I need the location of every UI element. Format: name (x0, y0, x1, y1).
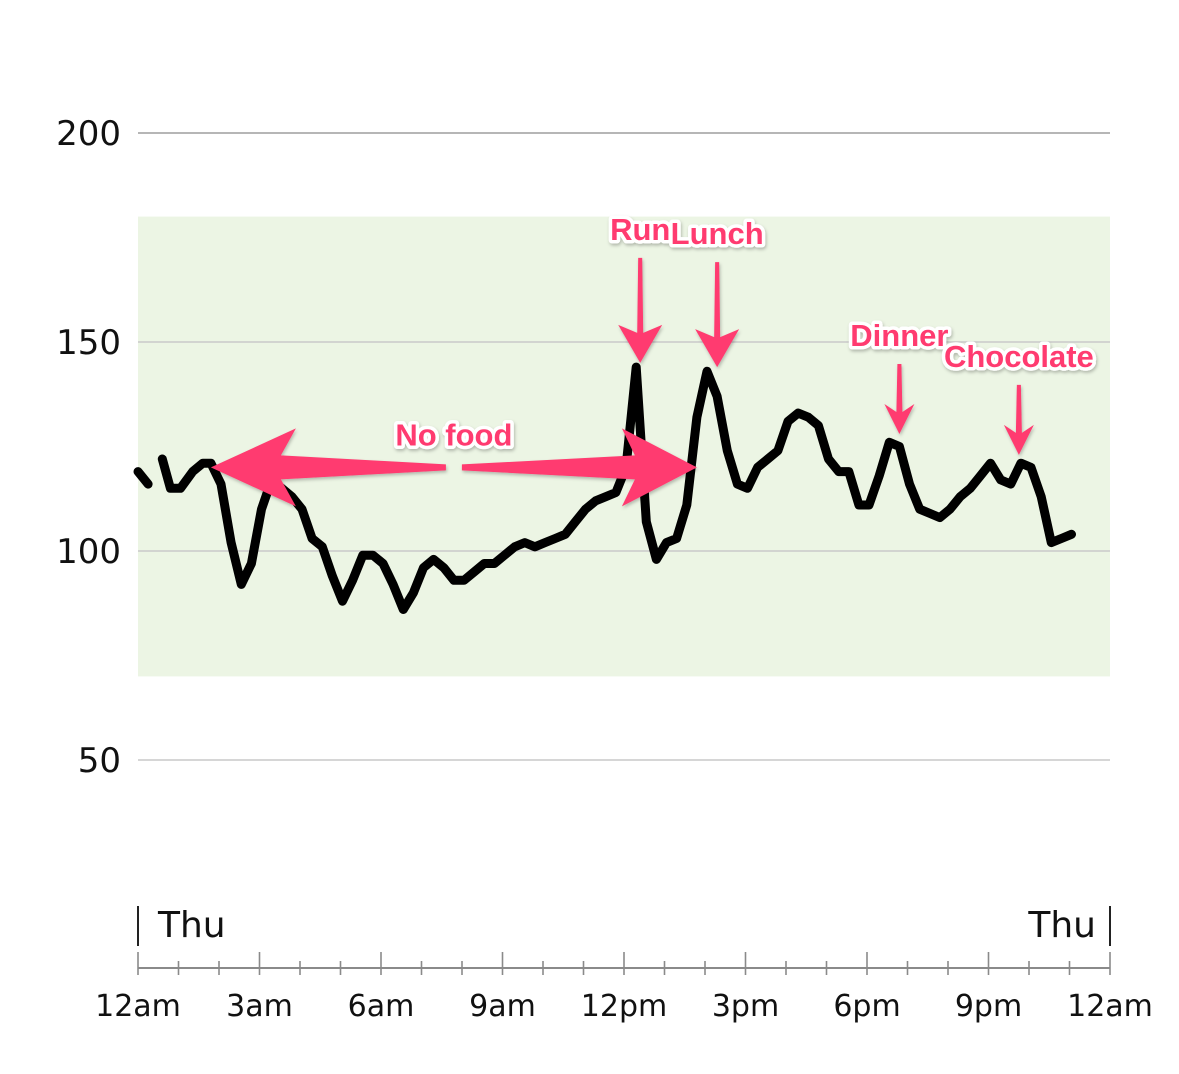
day-label: Thu (157, 905, 226, 946)
down-arrow-icon (695, 262, 740, 368)
arrow-run (618, 257, 663, 363)
annotation-label-lunch: Lunch (671, 216, 764, 251)
arrow-chocolate (1003, 384, 1034, 455)
series-line-segment-2 (157, 362, 1076, 614)
x-tick-label: 12am (95, 989, 181, 1024)
down-arrow-icon (1003, 384, 1034, 455)
x-tick-label: 9pm (955, 989, 1022, 1024)
down-arrow-icon (884, 363, 915, 434)
series-line-segment-1 (133, 467, 153, 489)
y-tick-label-100: 100 (56, 532, 121, 572)
x-tick-label: 12pm (581, 989, 667, 1024)
y-tick-label-50: 50 (78, 741, 121, 781)
x-tick-label: 3am (226, 989, 293, 1024)
x-tick-label: 6am (348, 989, 415, 1024)
down-arrow-icon (618, 257, 663, 363)
x-tick-label: 9am (469, 989, 536, 1024)
y-tick-label-200: 200 (56, 114, 121, 154)
day-label: Thu (1027, 905, 1096, 946)
annotation-label-no-food: No food (395, 417, 512, 452)
x-tick-label: 6pm (833, 989, 900, 1024)
x-tick-label: 3pm (712, 989, 779, 1024)
right-arrow-icon (461, 428, 697, 507)
no-food-double-arrow (210, 428, 697, 507)
left-arrow-icon (210, 428, 446, 507)
arrow-dinner (884, 363, 915, 434)
annotation-label-run: Run (610, 212, 670, 247)
x-tick-label: 12am (1067, 989, 1153, 1024)
annotation-label-chocolate: Chocolate (944, 339, 1094, 374)
arrow-lunch (695, 262, 740, 368)
annotation-label-dinner: Dinner (850, 318, 948, 353)
y-tick-label-150: 150 (56, 323, 121, 363)
